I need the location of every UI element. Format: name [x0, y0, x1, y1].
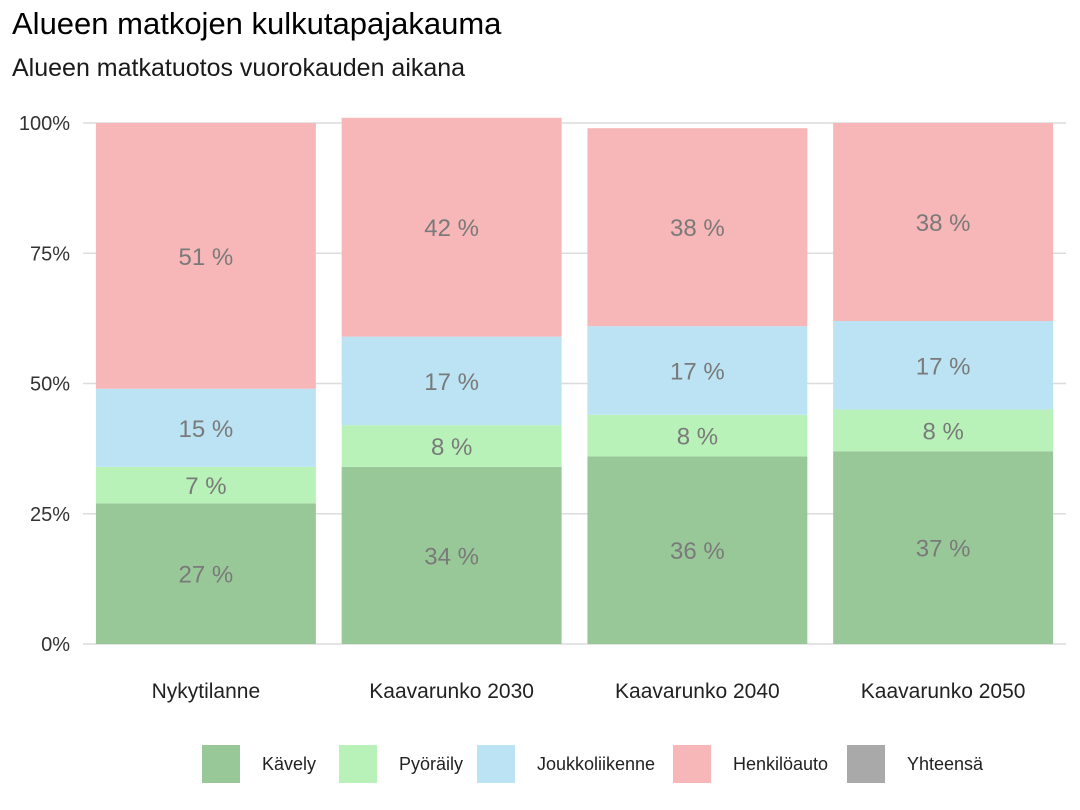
- legend-item: Yhteensä: [847, 742, 983, 786]
- legend-label: Pyöräily: [399, 753, 464, 774]
- bar-segment-joukkoliikenne: [95, 388, 316, 467]
- x-tick-label: Kaavarunko 2050: [861, 680, 1026, 703]
- bar-segment-joukkoliikenne: [587, 326, 808, 415]
- y-tick-label: 100%: [19, 113, 70, 135]
- chart-title: Alueen matkojen kulkutapajakauma: [12, 6, 502, 41]
- stacked-bar-chart: 0% 25% 50% 75% 100% 27 % 7 % 15 % 51 % Nykytilann…: [19, 113, 1066, 703]
- x-tick-label: Kaavarunko 2040: [615, 680, 780, 703]
- y-tick-label: 50%: [30, 374, 70, 396]
- legend-swatch: [477, 745, 515, 783]
- bar-value-label: 51 %: [179, 244, 234, 271]
- legend-label: Henkilöauto: [733, 753, 829, 774]
- bar-segment-pyöräily: [833, 409, 1054, 452]
- legend-swatch: [847, 745, 885, 783]
- bar-segment-joukkoliikenne: [341, 336, 562, 426]
- bar-value-label: 34 %: [424, 543, 479, 570]
- bar-value-label: 7 %: [185, 473, 226, 500]
- bar-value-label: 37 %: [916, 536, 971, 563]
- x-tick-label: Nykytilanne: [152, 680, 261, 703]
- bar-segment-henkilöauto: [587, 128, 808, 327]
- x-tick-label: Kaavarunko 2030: [369, 680, 534, 703]
- bar-segment-kävely: [341, 466, 562, 644]
- bar-segment-henkilöauto: [341, 117, 562, 337]
- bar-value-label: 8 %: [677, 424, 718, 451]
- y-tick-label: 25%: [30, 504, 70, 526]
- chart-subtitle: Alueen matkatuotos vuorokauden aikana: [12, 54, 466, 82]
- legend-label: Joukkoliikenne: [537, 753, 656, 774]
- bar-segment-joukkoliikenne: [833, 320, 1054, 410]
- bar-segment-henkilöauto: [95, 123, 316, 389]
- legend-item: Kävely: [202, 742, 316, 786]
- legend-item: Henkilöauto: [673, 742, 828, 786]
- bar-segment-kävely: [833, 451, 1054, 644]
- y-tick-label: 75%: [30, 243, 70, 265]
- bar-value-label: 38 %: [670, 215, 725, 242]
- bar-segment-pyöräily: [341, 425, 562, 467]
- bar-value-label: 8 %: [431, 434, 472, 461]
- y-tick-label: 0%: [41, 634, 70, 656]
- bar-value-label: 17 %: [916, 353, 971, 380]
- bar-segment-kävely: [587, 456, 808, 644]
- legend-label: Yhteensä: [907, 753, 984, 774]
- bar-value-label: 36 %: [670, 538, 725, 565]
- bar-segment-pyöräily: [95, 466, 316, 504]
- bar-value-label: 17 %: [670, 358, 725, 385]
- bar-segment-pyöräily: [587, 414, 808, 457]
- bar-segment-kävely: [95, 503, 316, 644]
- bar-value-label: 38 %: [916, 210, 971, 237]
- legend-swatch: [339, 745, 377, 783]
- bar-value-label: 8 %: [922, 418, 963, 445]
- bar-value-label: 15 %: [179, 416, 234, 443]
- legend-swatch: [673, 745, 711, 783]
- legend-swatch: [202, 745, 240, 783]
- legend-item: Joukkoliikenne: [477, 742, 655, 786]
- bar-segment-henkilöauto: [833, 123, 1054, 321]
- bar-value-label: 27 %: [179, 562, 234, 589]
- chart-legend: Kävely Pyöräily Joukkoliikenne Henkilöauto Y…: [0, 742, 1080, 790]
- legend-item: Pyöräily: [339, 742, 463, 786]
- bar-value-label: 42 %: [424, 215, 479, 242]
- bar-value-label: 17 %: [424, 369, 479, 396]
- legend-label: Kävely: [262, 753, 317, 774]
